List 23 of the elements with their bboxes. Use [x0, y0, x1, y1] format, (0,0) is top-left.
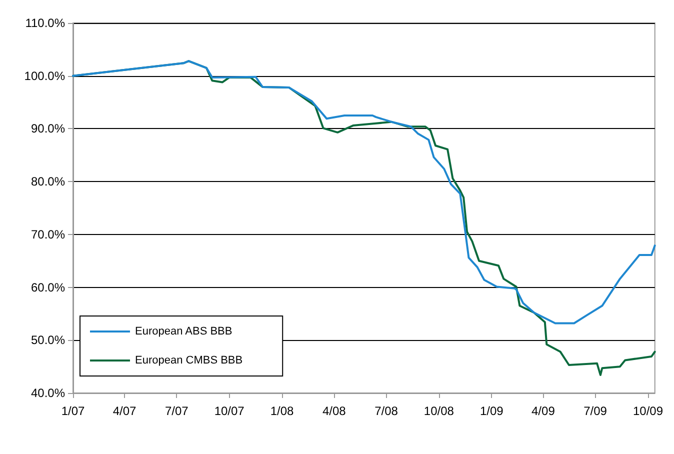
- y-tick-label: 70.0%: [30, 227, 66, 242]
- x-tick-label: 1/07: [61, 404, 85, 418]
- y-tick-label: 90.0%: [30, 122, 66, 136]
- x-tick-label: 1/09: [480, 404, 504, 418]
- x-tick-label: 7/07: [164, 404, 189, 418]
- y-tick-label: 100.0%: [24, 68, 66, 83]
- x-tick-label: 10/09: [632, 404, 664, 418]
- y-tick-label: 80.0%: [30, 174, 66, 189]
- x-tick-label: 4/08: [322, 404, 346, 418]
- legend-label: European ABS BBB: [135, 326, 232, 338]
- x-tick-label: 4/09: [532, 404, 556, 418]
- x-tick-label: 10/08: [424, 404, 454, 418]
- line-series: [72, 60, 656, 324]
- x-tick-label: 7/09: [584, 404, 608, 418]
- x-tick-label: 7/08: [374, 404, 398, 418]
- y-tick-label: 50.0%: [30, 333, 66, 348]
- y-tick-label: 60.0%: [30, 280, 66, 294]
- y-tick-label: 40.0%: [30, 386, 66, 400]
- legend-label: European CMBS BBB: [135, 354, 243, 366]
- y-tick-label: 110.0%: [25, 16, 66, 30]
- x-tick-label: 4/07: [112, 404, 137, 418]
- x-tick-label: 1/08: [270, 404, 294, 418]
- x-tick-label: 10/07: [214, 404, 245, 418]
